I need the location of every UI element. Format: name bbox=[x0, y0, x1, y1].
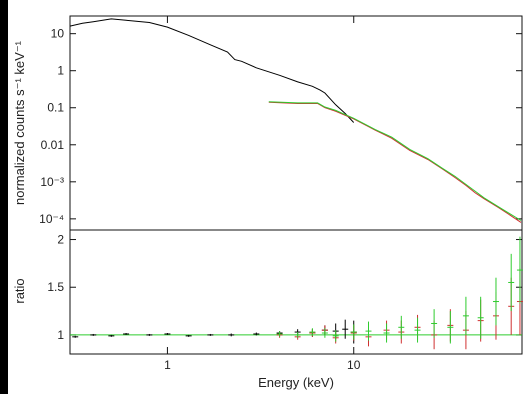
spectrum-series-group bbox=[69, 18, 522, 223]
x-axis-label: Energy (keV) bbox=[258, 375, 334, 390]
spectrum-y-tick-label-3: 0.01 bbox=[41, 138, 65, 152]
spectrum-series-line-0 bbox=[69, 18, 355, 123]
ratio-y-tick-label-0: 1 bbox=[57, 328, 64, 342]
spectrum-y-tick-label-5: 10⁻⁴ bbox=[39, 212, 64, 226]
ratio-tick-labels: 1 1.5 2 1 10 bbox=[47, 233, 360, 372]
x-tick-label-1: 10 bbox=[347, 358, 361, 372]
ratio-series-group bbox=[70, 236, 523, 350]
spectrum-y-tick-label-2: 0.1 bbox=[47, 101, 64, 115]
spectrum-series-line-2 bbox=[268, 101, 522, 221]
spectrum-panel: 10 1 0.1 0.01 10⁻³ 10⁻⁴ normalized counts s⁻¹… bbox=[12, 15, 523, 231]
ratio-y-tick-label-1: 1.5 bbox=[47, 280, 64, 294]
spectrum-ticks bbox=[70, 16, 522, 220]
spectrum-y-tick-label-0: 10 bbox=[51, 27, 65, 41]
spectrum-y-tick-label-4: 10⁻³ bbox=[40, 175, 64, 189]
spectrum-y-tick-labels: 10 1 0.1 0.01 10⁻³ 10⁻⁴ bbox=[39, 27, 64, 226]
spectrum-series-line-1 bbox=[268, 101, 522, 223]
spectrum-y-axis-label: normalized counts s⁻¹ keV⁻¹ bbox=[12, 40, 27, 205]
x-tick-label-0: 1 bbox=[164, 358, 171, 372]
ratio-y-axis-label: ratio bbox=[12, 278, 27, 303]
ratio-y-tick-label-2: 2 bbox=[57, 233, 64, 247]
figure-background bbox=[8, 0, 524, 394]
ratio-panel-frame bbox=[69, 229, 523, 355]
spectrum-y-tick-label-1: 1 bbox=[57, 64, 64, 78]
ratio-panel: 1 1.5 2 1 10 ratio Energy (keV) bbox=[12, 229, 523, 390]
